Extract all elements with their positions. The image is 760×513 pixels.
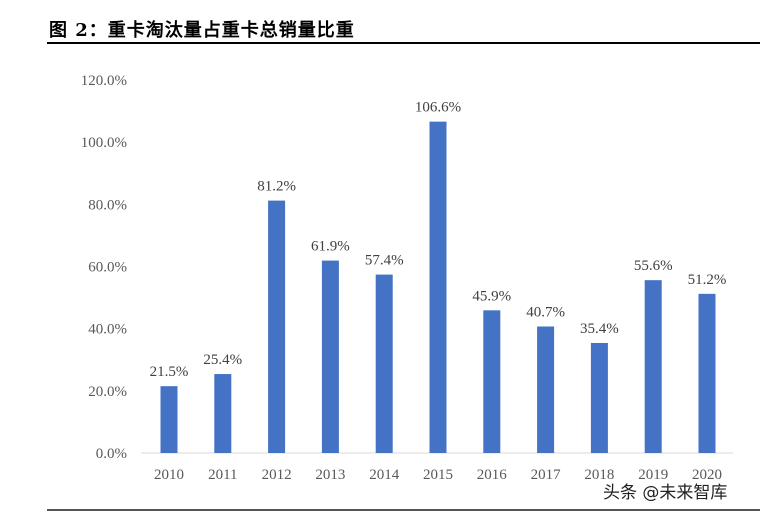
x-tick-label: 2010 <box>154 467 184 483</box>
bottom-rule <box>47 509 760 511</box>
bar-2016 <box>483 310 501 453</box>
data-label: 35.4% <box>580 321 619 337</box>
x-tick-label: 2020 <box>692 467 722 483</box>
x-tick-label: 2016 <box>477 467 508 483</box>
bar-2018 <box>590 342 608 453</box>
data-label: 45.9% <box>472 288 511 304</box>
bar-2012 <box>268 200 286 453</box>
x-tick-label: 2013 <box>315 467 345 483</box>
x-tick-label: 2014 <box>369 467 400 483</box>
y-tick-label: 120.0% <box>81 73 127 89</box>
data-label: 81.2% <box>257 179 296 195</box>
y-tick-label: 0.0% <box>96 446 127 462</box>
x-tick-label: 2018 <box>584 467 614 483</box>
data-label: 61.9% <box>311 239 350 255</box>
y-tick-label: 20.0% <box>88 384 127 400</box>
data-label: 25.4% <box>203 352 242 368</box>
data-label: 51.2% <box>688 272 727 288</box>
bar-2017 <box>537 326 555 453</box>
watermark: 头条 @未来智库 <box>603 483 728 503</box>
bar-2010 <box>160 386 178 453</box>
x-tick-label: 2017 <box>531 467 562 483</box>
data-label: 106.6% <box>415 100 461 116</box>
data-label: 55.6% <box>634 258 673 274</box>
y-tick-label: 60.0% <box>88 260 127 276</box>
bar-2020 <box>698 293 716 453</box>
x-tick-label: 2019 <box>638 467 668 483</box>
x-tick-label: 2011 <box>208 467 237 483</box>
data-label: 40.7% <box>526 304 565 320</box>
title-underline <box>47 42 760 44</box>
x-tick-label: 2015 <box>423 467 453 483</box>
y-tick-label: 80.0% <box>88 197 127 213</box>
bar-2011 <box>214 374 232 453</box>
data-label: 21.5% <box>150 364 189 380</box>
bar-2013 <box>321 260 339 453</box>
x-tick-label: 2012 <box>262 467 292 483</box>
bar-2014 <box>375 274 393 453</box>
y-tick-label: 40.0% <box>88 322 127 338</box>
figure-title: 图 2：重卡淘汰量占重卡总销量比重 <box>49 20 355 41</box>
y-tick-label: 100.0% <box>81 135 127 151</box>
data-label: 57.4% <box>365 253 404 269</box>
bar-2019 <box>644 280 662 453</box>
bar-2015 <box>429 121 447 453</box>
